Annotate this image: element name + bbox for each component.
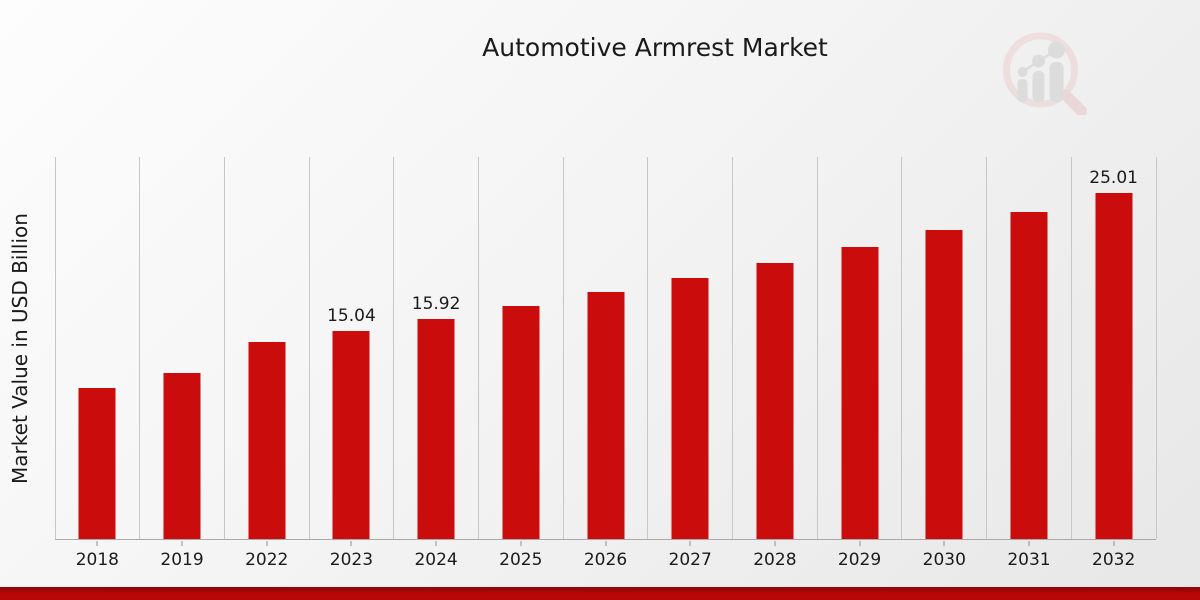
x-axis-tick [350, 541, 352, 546]
chart-title: Automotive Armrest Market [482, 33, 828, 62]
gridline [393, 157, 395, 539]
x-tick-label-2032: 2032 [1092, 550, 1136, 570]
data-label-2024: 15.92 [411, 293, 461, 314]
x-axis-tick [181, 541, 183, 546]
x-axis-tick [774, 541, 776, 546]
x-axis-tick [1113, 541, 1115, 546]
x-tick-label-2029: 2029 [837, 550, 882, 570]
bar-2022 [248, 341, 286, 539]
x-axis-tick [1028, 541, 1030, 546]
bar-2030 [925, 229, 963, 539]
x-axis-tick [943, 541, 945, 546]
footer-stripe [0, 587, 1200, 600]
gridline [139, 157, 141, 539]
y-axis-label: Market Value in USD Billion [8, 213, 32, 484]
bar-2019 [163, 372, 201, 539]
bar-2023 [332, 330, 370, 539]
plot-area: 2018 2019 2022 2023 15.04 2024 15.92 2025 2026 20… [54, 157, 1157, 570]
bar-2029 [841, 246, 879, 539]
bar-2031 [1010, 212, 1048, 539]
gridline [477, 157, 479, 539]
data-label-2032: 25.01 [1089, 167, 1138, 188]
x-axis-tick [96, 541, 98, 546]
x-axis-tick [266, 541, 268, 546]
gridline [1155, 157, 1157, 539]
gridline [54, 157, 56, 539]
x-tick-label-2028: 2028 [753, 550, 797, 570]
bar-2025 [502, 305, 540, 539]
gridline [986, 157, 988, 539]
x-axis-tick [435, 541, 437, 546]
x-tick-label-2031: 2031 [1007, 550, 1051, 570]
bar-2024 [417, 318, 455, 539]
gridline [901, 157, 903, 539]
x-tick-label-2027: 2027 [668, 550, 712, 570]
bar-2026 [587, 292, 624, 539]
gridline [1070, 157, 1072, 539]
gridline [647, 157, 649, 539]
x-tick-label-2025: 2025 [499, 550, 543, 570]
x-axis-tick [520, 541, 522, 546]
gridline [732, 157, 734, 539]
x-axis-tick [605, 541, 606, 546]
x-tick-label-2019: 2019 [160, 550, 204, 570]
x-tick-label-2026: 2026 [583, 550, 628, 570]
gridline [562, 157, 564, 539]
gridline [223, 157, 225, 539]
x-tick-label-2018: 2018 [75, 550, 119, 570]
magnifier-growth-chart-watermark-icon [1003, 32, 1087, 115]
data-label-2023: 15.04 [327, 305, 376, 326]
x-axis-tick [689, 541, 691, 546]
gridline [308, 157, 310, 539]
gridline [816, 157, 818, 539]
bar-2028 [756, 262, 794, 539]
bar-2018 [78, 387, 116, 539]
x-tick-label-2023: 2023 [329, 550, 374, 570]
x-tick-label-2030: 2030 [922, 550, 966, 570]
bar-2027 [671, 278, 709, 539]
x-tick-label-2024: 2024 [414, 550, 458, 570]
x-axis-tick [859, 541, 861, 546]
bar-2032 [1095, 192, 1133, 539]
x-tick-label-2022: 2022 [245, 550, 289, 570]
